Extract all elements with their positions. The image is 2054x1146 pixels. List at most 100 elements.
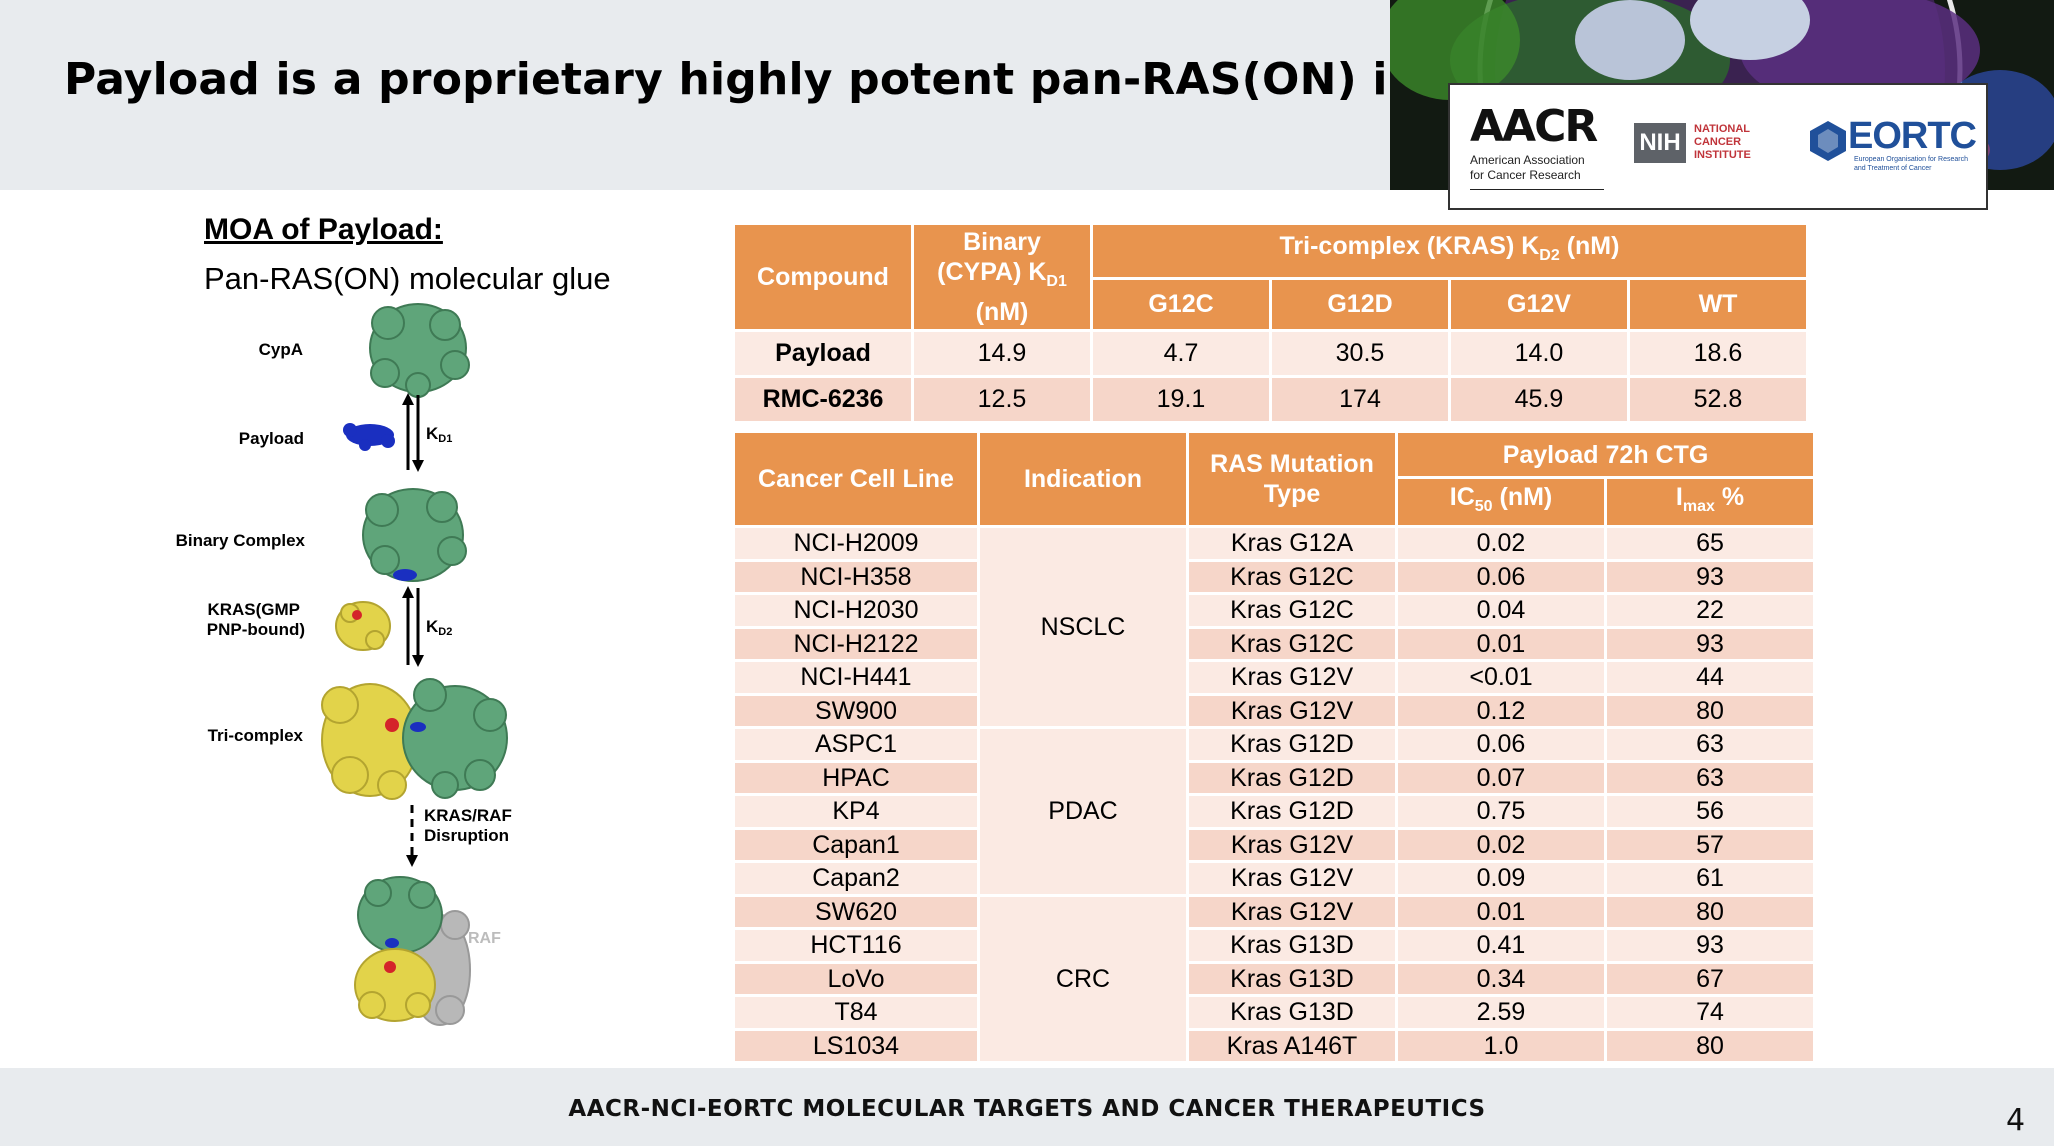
label-raf: RAF (468, 930, 501, 947)
table-row: LoVo Kras G13D 0.34 67 (735, 963, 1813, 994)
cell-g12d: 30.5 (1272, 332, 1448, 375)
header-binary-kd1: Binary (CYPA) KD1 (nM) (914, 225, 1090, 329)
cell-line-table: Cancer Cell Line Indication RAS Mutation… (732, 430, 1816, 1064)
cell-g12v: 14.0 (1451, 332, 1627, 375)
cell-imax: 93 (1607, 561, 1813, 592)
final-kras-image (354, 948, 436, 1022)
cell-line: NCI-H441 (735, 662, 977, 693)
slide-title: Payload is a proprietary highly potent p… (64, 54, 1587, 105)
cell-g12v: 45.9 (1451, 378, 1627, 421)
aacr-logo: AACR (1470, 101, 1598, 152)
cell-ic50: 0.06 (1398, 561, 1604, 592)
cell-line: NCI-H358 (735, 561, 977, 592)
cell-mutation: Kras A146T (1189, 1030, 1395, 1061)
table-row: Payload 14.9 4.7 30.5 14.0 18.6 (735, 332, 1806, 375)
cell-ic50: 0.01 (1398, 896, 1604, 927)
nci-logo-text: NATIONAL CANCER INSTITUTE (1694, 123, 1751, 162)
header-ic50: IC50 (nM) (1398, 479, 1604, 525)
cell-ic50: 0.06 (1398, 729, 1604, 760)
cell-mutation: Kras G12V (1189, 662, 1395, 693)
cell-imax: 44 (1607, 662, 1813, 693)
cell-line: ASPC1 (735, 729, 977, 760)
header-cell-line: Cancer Cell Line (735, 433, 977, 525)
cell-indication-nsclc: NSCLC (980, 528, 1186, 726)
cell-ic50: 0.02 (1398, 528, 1604, 559)
cell-line: SW620 (735, 896, 977, 927)
cell-imax: 65 (1607, 528, 1813, 559)
cell-g12c: 19.1 (1093, 378, 1269, 421)
footer-band (0, 1068, 2054, 1146)
tri-complex-cypa-image (402, 678, 508, 799)
table-row: T84 Kras G13D 2.59 74 (735, 997, 1813, 1028)
cell-ic50: 0.07 (1398, 762, 1604, 793)
cell-imax: 74 (1607, 997, 1813, 1028)
cell-mutation: Kras G12D (1189, 729, 1395, 760)
cell-mutation: Kras G12V (1189, 829, 1395, 860)
eortc-logo: EORTC (1848, 115, 1977, 157)
final-gtp-site-image (384, 961, 396, 973)
cell-line: HPAC (735, 762, 977, 793)
table-row: NCI-H2030 Kras G12C 0.04 22 (735, 595, 1813, 626)
table-row: KP4 Kras G12D 0.75 56 (735, 796, 1813, 827)
header-compound: Compound (735, 225, 911, 329)
cell-compound: Payload (735, 332, 911, 375)
cell-imax: 63 (1607, 729, 1813, 760)
kd2-arrowhead-up (402, 586, 414, 598)
cell-imax: 80 (1607, 896, 1813, 927)
cell-imax: 80 (1607, 695, 1813, 726)
cell-line: LS1034 (735, 1030, 977, 1061)
tri-payload-image (410, 722, 426, 732)
header-mutation-line-1: RAS Mutation (1210, 450, 1374, 478)
cell-g12c: 4.7 (1093, 332, 1269, 375)
table-row: LS1034 Kras A146T 1.0 80 (735, 1030, 1813, 1061)
cell-mutation: Kras G12D (1189, 796, 1395, 827)
cell-imax: 56 (1607, 796, 1813, 827)
binary-complex-image (362, 488, 467, 582)
header-binary-line-2: (CYPA) KD1 (937, 258, 1067, 290)
tri-gtp-site-image (385, 718, 399, 732)
cell-mutation: Kras G13D (1189, 997, 1395, 1028)
table-row: HCT116 Kras G13D 0.41 93 (735, 930, 1813, 961)
label-payload: Payload (239, 429, 304, 448)
partner-logos: AACR American Association for Cancer Res… (1448, 83, 1988, 210)
final-payload-image (385, 938, 399, 948)
cell-mutation: Kras G12V (1189, 863, 1395, 894)
header-binary-line-1: Binary (963, 228, 1041, 256)
header-g12d: G12D (1272, 279, 1448, 329)
moa-diagram: CypA KD1 Payload Binary Complex KRAS(GMP… (176, 303, 512, 1026)
table-row: HPAC Kras G12D 0.07 63 (735, 762, 1813, 793)
payload-molecule-image (343, 423, 395, 451)
cell-ic50: 0.12 (1398, 695, 1604, 726)
table-row: NCI-H441 Kras G12V <0.01 44 (735, 662, 1813, 693)
binding-affinity-table: Compound Binary (CYPA) KD1 (nM) Tri-comp… (732, 222, 1809, 424)
cell-wt: 52.8 (1630, 378, 1806, 421)
header-g12v: G12V (1451, 279, 1627, 329)
header-binary-line-3: (nM) (975, 298, 1029, 326)
cell-mutation: Kras G13D (1189, 963, 1395, 994)
cell-line: T84 (735, 997, 977, 1028)
table-row: NCI-H358 Kras G12C 0.06 93 (735, 561, 1813, 592)
cell-binary-kd1: 12.5 (914, 378, 1090, 421)
page-number: 4 (2006, 1103, 2026, 1138)
aacr-tagline-line-1: American Association (1470, 153, 1585, 167)
cell-ic50: 2.59 (1398, 997, 1604, 1028)
cell-line: KP4 (735, 796, 977, 827)
cell-imax: 22 (1607, 595, 1813, 626)
cell-mutation: Kras G12C (1189, 628, 1395, 659)
cell-wt: 18.6 (1630, 332, 1806, 375)
cell-imax: 93 (1607, 930, 1813, 961)
cell-ic50: 0.02 (1398, 829, 1604, 860)
kd1-arrowhead-down (412, 460, 424, 472)
table-row: ASPC1 PDAC Kras G12D 0.06 63 (735, 729, 1813, 894)
table-row: Capan1 Kras G12V 0.02 57 (735, 829, 1813, 860)
cell-line: LoVo (735, 963, 977, 994)
label-binary-complex: Binary Complex (176, 531, 306, 550)
table-row: SW900 Kras G12V 0.12 80 (735, 695, 1813, 726)
header-g12c: G12C (1093, 279, 1269, 329)
cell-mutation: Kras G12C (1189, 561, 1395, 592)
nci-line-3: INSTITUTE (1694, 149, 1751, 161)
label-kras-line-1: KRAS(GMP (207, 600, 300, 619)
cell-imax: 61 (1607, 863, 1813, 894)
cell-mutation: Kras G12V (1189, 695, 1395, 726)
